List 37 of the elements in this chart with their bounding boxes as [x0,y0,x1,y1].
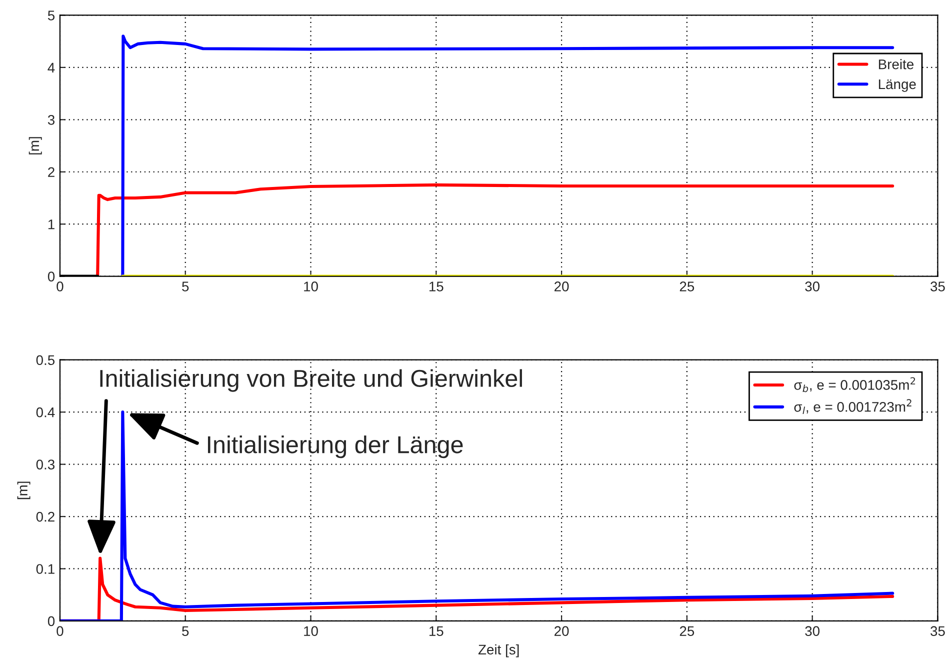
y-axis-title: [m] [17,482,30,500]
x-tick-label: 30 [805,282,820,292]
annotation: Initialisierung der Länge [208,435,463,458]
y-tick-label: 0.1 [36,564,54,574]
x-tick-label: 10 [304,282,318,292]
x-tick-label: 35 [930,282,945,292]
x-tick-label: 30 [805,626,820,636]
y-tick-label: 0.4 [36,407,55,418]
x-tick-label: 15 [429,282,444,292]
annotation: Initialisierung von Breite und Gierwinkel [100,369,522,392]
x-tick-label: 10 [304,626,318,636]
y-tick-label: 5 [48,10,55,20]
y-tick-label: 0.3 [36,460,55,470]
y-tick-label: 1 [48,220,54,230]
x-tick-label: 20 [554,626,569,636]
x-tick-label: 15 [429,626,444,636]
x-axis-title: Zeit [s] [478,644,519,658]
x-tick-label: 5 [182,626,189,636]
x-tick-label: 5 [182,282,189,292]
y-tick-label: 0.2 [36,512,54,522]
y-tick-label: 0.5 [36,355,55,366]
x-tick-label: 20 [554,282,569,292]
y-tick-label: 4 [48,62,55,72]
y-tick-label: 3 [48,114,55,125]
x-tick-label: 25 [680,626,694,636]
x-tick-label: 25 [680,282,694,292]
y-tick-label: 0 [48,616,55,626]
legend-label: σ$_{l}$, e = 0.001723m$^{2}$ [794,399,912,414]
legend-label: σ$_{b}$, e = 0.001035m$^{2}$ [794,377,916,392]
x-tick-label: 0 [56,626,64,636]
legend-label: Breite [878,59,914,70]
y-tick-label: 2 [48,167,54,177]
y-axis-title: [m] [28,137,42,154]
legend-label: Länge [878,79,916,92]
x-tick-label: 35 [930,626,945,636]
x-tick-label: 0 [56,282,64,292]
y-tick-label: 0 [48,272,55,282]
